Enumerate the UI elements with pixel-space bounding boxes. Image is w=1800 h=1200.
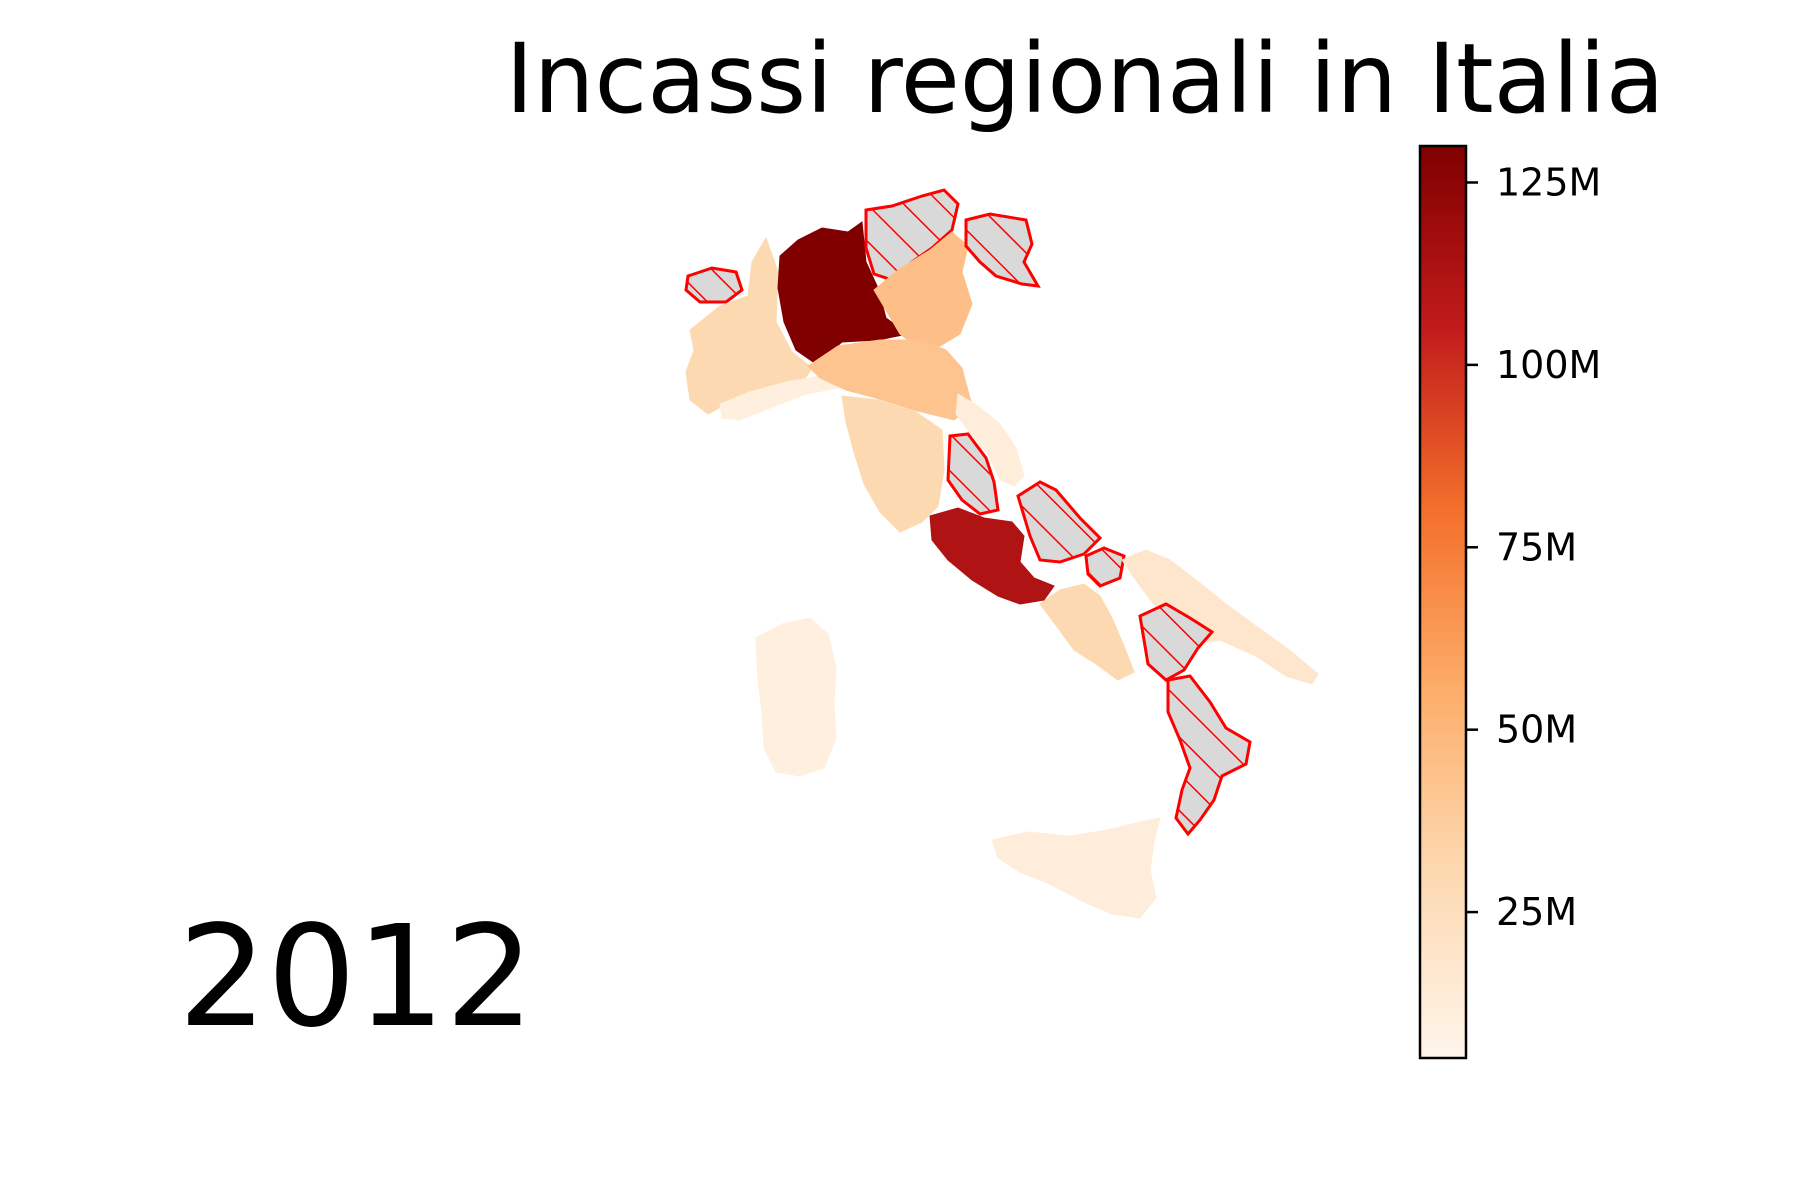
colorbar-gradient <box>1418 144 1468 1060</box>
region-valle-d-aosta <box>684 266 744 304</box>
colorbar-tick-label: 25M <box>1496 890 1577 934</box>
region-toscana <box>841 395 945 533</box>
region-liguria <box>719 375 840 421</box>
region-umbria <box>946 432 1000 516</box>
colorbar: 25M 50M 75M 100M 125M <box>1418 144 1601 1060</box>
year-label: 2012 <box>178 896 535 1059</box>
colorbar-tick-label: 125M <box>1496 160 1601 204</box>
region-molise <box>1084 546 1126 588</box>
colorbar-tick-label: 100M <box>1496 343 1601 387</box>
region-abruzzo <box>1016 480 1103 564</box>
region-marche <box>955 393 1025 487</box>
region-sicilia <box>991 817 1161 919</box>
region-calabria <box>1166 674 1252 837</box>
region-trentino-alto-adige <box>864 188 960 282</box>
region-basilicata <box>1138 602 1215 682</box>
chart-title: Incassi regionali in Italia <box>505 23 1665 135</box>
region-sardegna <box>755 617 837 777</box>
region-friuli-venezia-giulia <box>964 212 1041 288</box>
colorbar-tick-label: 50M <box>1496 708 1577 752</box>
region-campania <box>1039 583 1135 681</box>
region-lazio <box>929 507 1055 605</box>
colorbar-tick-label: 75M <box>1496 525 1577 569</box>
